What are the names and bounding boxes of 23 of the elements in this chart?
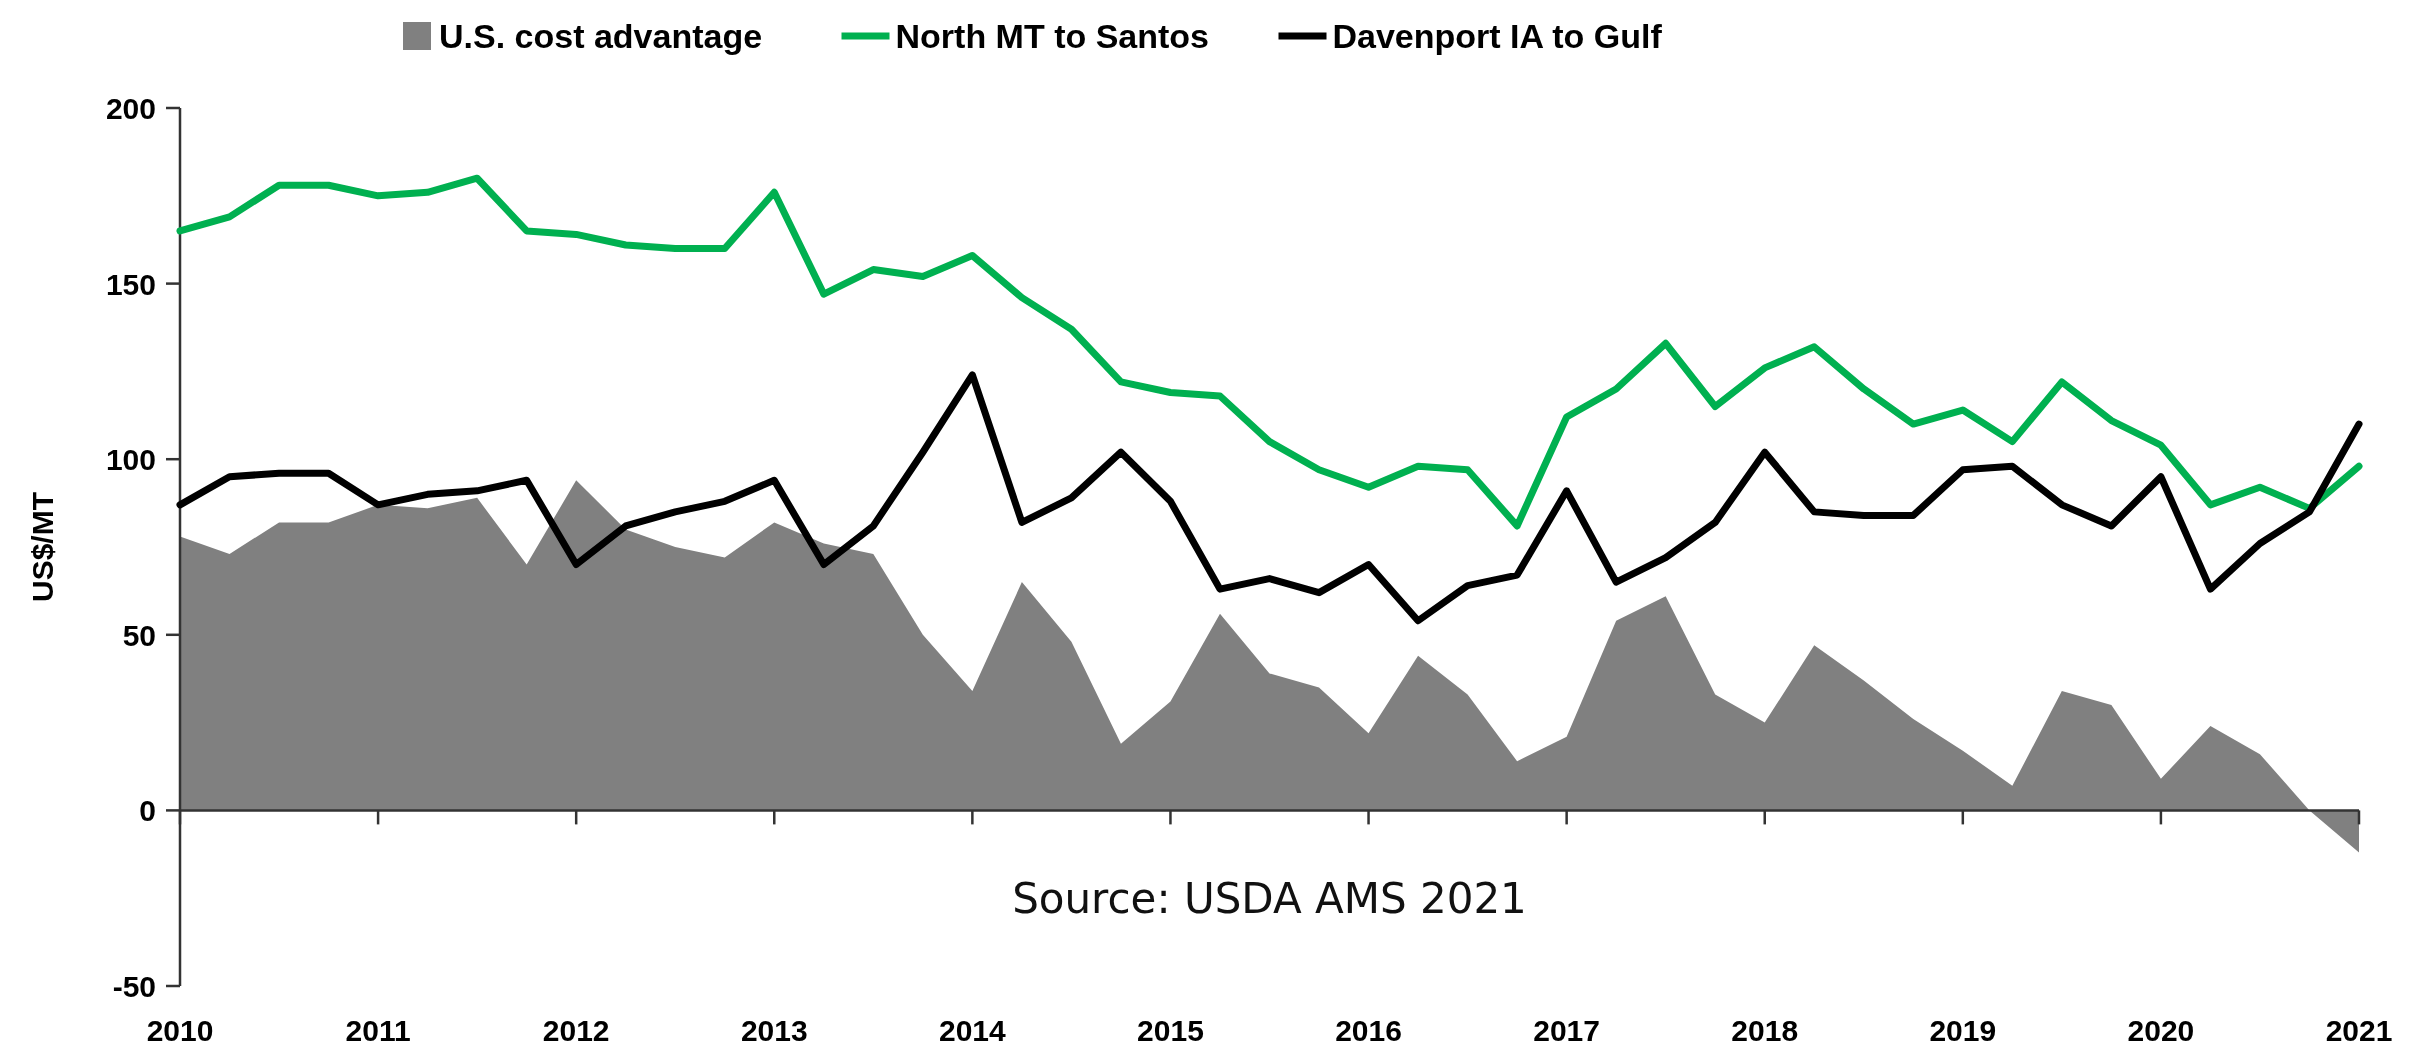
y-tick-label: 50 [122, 618, 156, 652]
legend-label: North MT to Santos [895, 17, 1210, 55]
x-tick-label: 2017 [1533, 1014, 1601, 1047]
y-tick-label: 100 [105, 443, 156, 477]
x-tick-label: 2019 [1929, 1014, 1997, 1047]
x-tick-label: 2014 [938, 1014, 1007, 1047]
y-tick-label: 150 [105, 267, 156, 301]
annotation: Source: USDA AMS 2021 [1012, 874, 1527, 924]
legend-label: Davenport IA to Gulf [1332, 17, 1663, 55]
x-tick-label: 2011 [345, 1014, 411, 1047]
x-tick-label: 2018 [1731, 1014, 1799, 1047]
x-tick-label: 2021 [2325, 1014, 2393, 1047]
x-tick-label: 2020 [2127, 1014, 2195, 1047]
x-tick-label: 2010 [146, 1014, 214, 1047]
legend-label: U.S. cost advantage [439, 17, 763, 55]
y-axis-title: US$/MT [26, 491, 59, 603]
x-tick-label: 2015 [1137, 1014, 1204, 1047]
y-tick-label: 0 [139, 794, 156, 828]
y-tick-label: -50 [112, 970, 156, 1003]
x-tick-label: 2016 [1335, 1014, 1402, 1047]
x-tick-label: 2013 [740, 1014, 808, 1047]
x-tick-label: 2012 [542, 1014, 610, 1047]
y-tick-label: 200 [105, 92, 156, 125]
